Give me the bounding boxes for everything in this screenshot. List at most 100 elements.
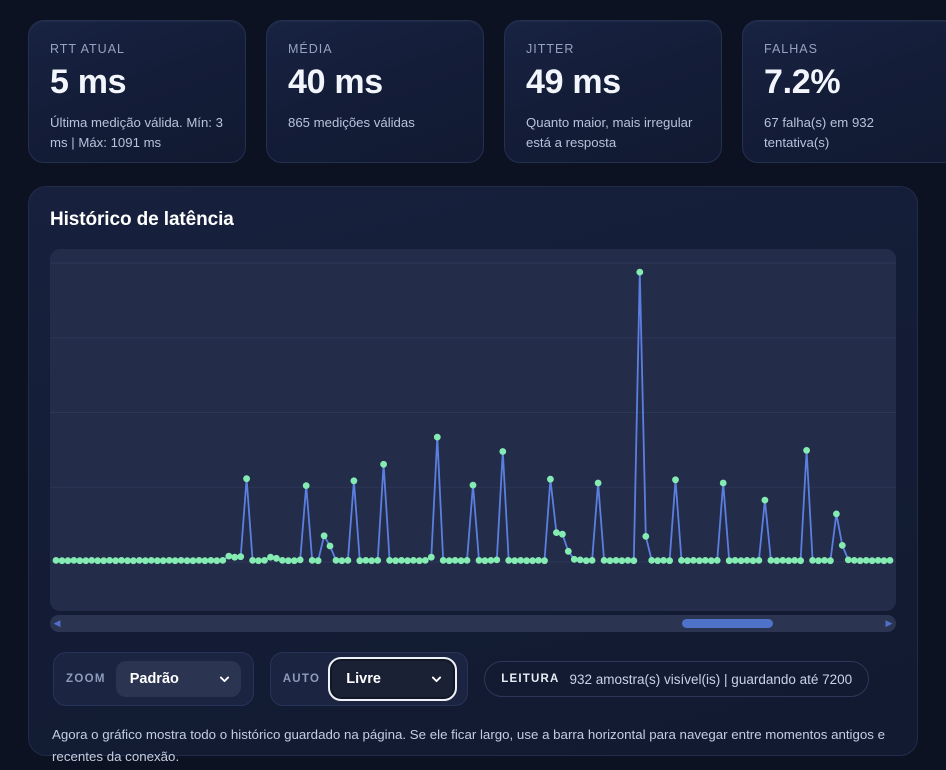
kpi-card-rtt-atual: RTT ATUAL 5 ms Última medição válida. Mí…	[28, 20, 246, 163]
chart-data-point	[433, 433, 441, 441]
chart-data-point	[761, 496, 769, 504]
latency-history-panel: Histórico de latência ◀ ▶ ZOOM Padrão AU…	[28, 186, 918, 764]
chart-data-point	[213, 557, 221, 565]
chart-data-point	[672, 476, 679, 484]
chart-data-point	[177, 557, 185, 564]
reading-text: 932 amostra(s) visível(is) | guardando a…	[569, 671, 853, 687]
zoom-select[interactable]: Padrão	[115, 661, 241, 697]
chart-data-point	[499, 448, 507, 455]
chart-data-point	[225, 552, 233, 560]
chart-data-point	[386, 557, 393, 564]
chart-data-point	[791, 557, 799, 564]
chart-data-point	[332, 557, 340, 564]
chart-data-point	[547, 475, 554, 483]
kpi-card-falhas: FALHAS 7.2% 67 falha(s) em 932 tentativa…	[742, 20, 946, 163]
chart-data-point	[112, 557, 119, 565]
kpi-label: MÉDIA	[288, 42, 333, 56]
chart-data-point	[559, 530, 566, 538]
chart-data-point	[844, 556, 852, 564]
chart-data-point	[290, 557, 298, 565]
chart-data-point	[874, 557, 882, 564]
chart-data-point	[606, 557, 614, 565]
chart-data-point	[165, 557, 173, 564]
chart-data-point	[868, 557, 876, 565]
chart-data-point	[517, 557, 525, 564]
chart-data-point	[255, 557, 262, 565]
chart-data-point	[779, 557, 787, 564]
chart-data-point	[731, 557, 739, 564]
auto-control-group: AUTO Livre	[269, 652, 469, 706]
chart-data-point	[767, 557, 775, 564]
chart-data-point	[284, 557, 292, 565]
chart-data-point	[147, 557, 155, 564]
chart-data-point	[523, 557, 530, 565]
chart-data-point	[421, 557, 429, 564]
chart-data-point	[856, 557, 864, 565]
chart-data-point	[838, 542, 846, 549]
chart-data-point	[815, 557, 822, 565]
chart-data-point	[368, 557, 376, 565]
chart-data-point	[279, 557, 286, 564]
scroll-right-arrow-icon[interactable]: ▶	[885, 618, 893, 628]
chart-horizontal-scrollbar[interactable]: ◀ ▶	[50, 615, 896, 632]
chart-data-point	[660, 557, 667, 564]
zoom-control-group: ZOOM Padrão	[53, 652, 254, 706]
chart-data-point	[439, 557, 447, 564]
chart-data-point	[392, 557, 399, 565]
scrollbar-track[interactable]	[64, 615, 882, 632]
chart-data-point	[416, 557, 423, 565]
reading-status-badge: LEITURA 932 amostra(s) visível(is) | gua…	[484, 661, 870, 697]
chart-data-point	[493, 556, 501, 564]
chart-data-point	[189, 557, 197, 565]
chart-data-point	[159, 557, 167, 565]
chart-data-point	[880, 557, 888, 565]
chart-data-point	[243, 475, 251, 483]
kpi-label: FALHAS	[764, 42, 818, 56]
chart-series-line	[55, 271, 891, 562]
kpi-label: RTT ATUAL	[50, 42, 125, 56]
chart-data-point	[654, 557, 662, 565]
chart-data-point	[642, 533, 650, 540]
chart-data-point	[82, 557, 90, 565]
chart-data-point	[594, 479, 602, 487]
chart-data-point	[302, 482, 310, 489]
panel-title: Histórico de latência	[50, 209, 234, 230]
kpi-subtext: Quanto maior, mais irregular está a resp…	[526, 114, 693, 151]
chart-data-point	[237, 553, 245, 561]
chart-data-point	[130, 557, 137, 565]
chart-data-point	[684, 557, 691, 565]
chart-data-point	[207, 557, 215, 564]
chart-data-point	[356, 557, 364, 565]
chart-data-point	[624, 557, 632, 564]
chart-data-point	[833, 510, 840, 518]
chart-data-point	[809, 557, 816, 564]
latency-chart[interactable]	[50, 249, 896, 611]
scroll-left-arrow-icon[interactable]: ◀	[53, 618, 61, 628]
zoom-select-value: Padrão	[129, 671, 179, 687]
chart-data-point	[713, 557, 721, 564]
chart-data-point	[743, 557, 751, 564]
chart-data-point	[380, 460, 387, 468]
chart-data-point	[701, 557, 709, 564]
chart-data-point	[171, 557, 179, 565]
chart-data-point	[195, 557, 203, 564]
chart-data-point	[785, 557, 793, 565]
kpi-subtext: 865 medições válidas	[288, 114, 415, 130]
chart-data-point	[737, 557, 745, 565]
chart-data-point	[511, 557, 519, 565]
chart-data-point	[725, 557, 733, 565]
chart-data-point	[719, 479, 727, 487]
chart-data-point	[541, 557, 548, 565]
chart-data-point	[64, 557, 72, 565]
chart-data-point	[749, 557, 757, 565]
chart-data-point	[344, 557, 352, 564]
auto-select[interactable]: Livre	[328, 657, 458, 701]
chart-data-point	[374, 557, 382, 564]
chart-data-point	[201, 557, 209, 565]
chart-data-point	[94, 557, 102, 565]
kpi-value: 5 ms	[50, 63, 127, 101]
reading-label: LEITURA	[501, 673, 560, 685]
chart-data-point	[588, 557, 596, 564]
chart-data-point	[850, 557, 858, 564]
scrollbar-thumb[interactable]	[681, 619, 774, 628]
